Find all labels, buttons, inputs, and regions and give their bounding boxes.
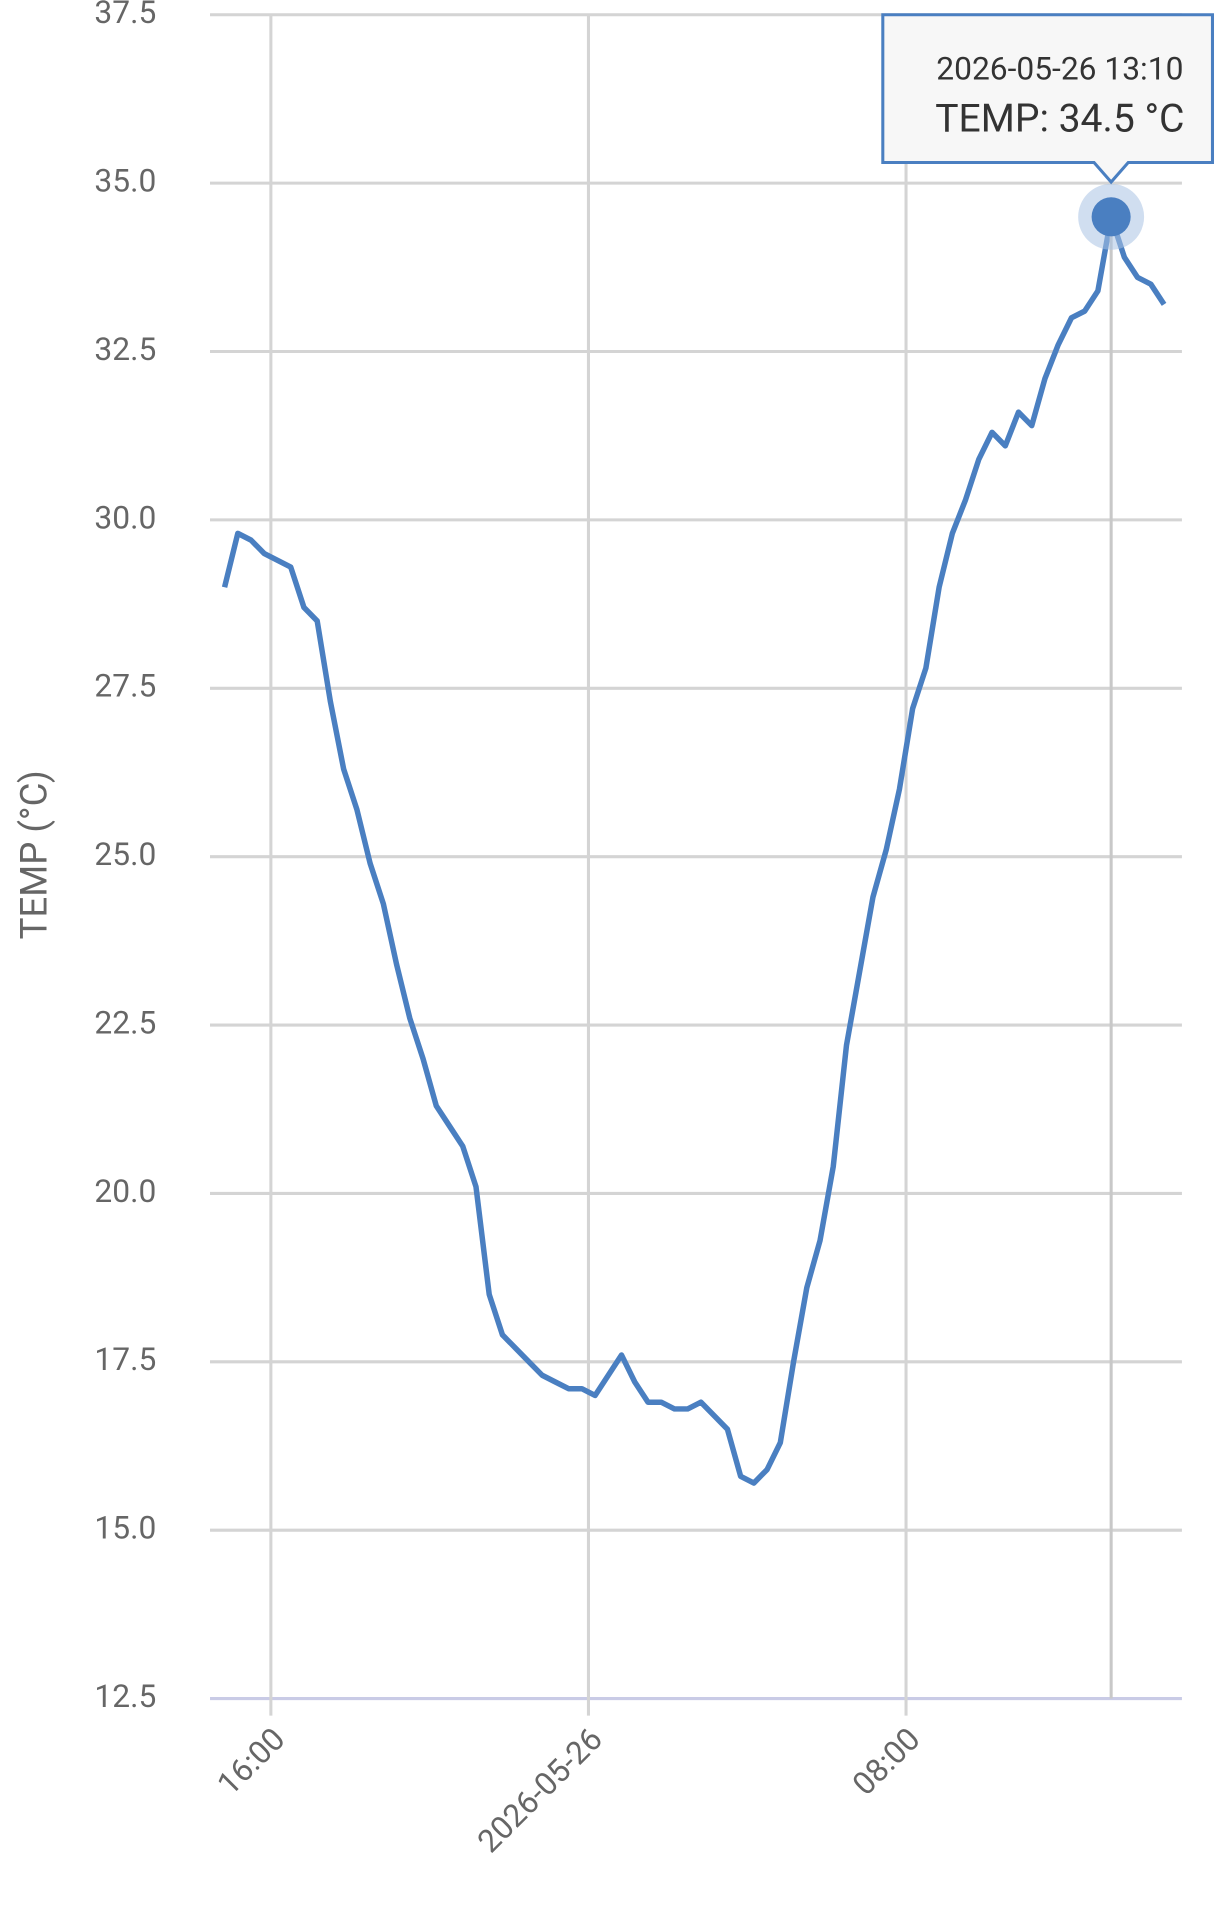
tooltip: 2026-05-26 13:10 TEMP: 34.5 °C — [881, 13, 1215, 185]
y-tick-label: 20.0 — [94, 1173, 156, 1210]
y-tick-label: 35.0 — [94, 163, 156, 200]
y-tick-label: 30.0 — [94, 499, 156, 536]
tooltip-title: 2026-05-26 13:10 — [936, 50, 1183, 87]
tooltip-text: TEMP: 34.5 °C — [935, 95, 1184, 141]
y-tick-label: 12.5 — [94, 1678, 156, 1715]
y-tick-label: 25.0 — [94, 836, 156, 873]
y-tick-label: 37.5 — [94, 0, 156, 31]
y-tick-label: 17.5 — [94, 1341, 156, 1378]
y-tick-label: 32.5 — [94, 331, 156, 368]
data-line — [221, 214, 1167, 1486]
x-tick-label: 2026-05-26 — [470, 1721, 609, 1860]
y-tick-label: 22.5 — [94, 1004, 156, 1041]
tooltip-box — [881, 13, 1215, 185]
x-tick-label: 16:00 — [210, 1721, 292, 1803]
y-tick-label: 15.0 — [94, 1510, 156, 1547]
y-tick-label: 27.5 — [94, 668, 156, 705]
highlight-point — [1091, 197, 1131, 237]
y-axis-label: TEMP (°C) — [12, 770, 55, 939]
x-tick-label: 08:00 — [845, 1721, 927, 1803]
